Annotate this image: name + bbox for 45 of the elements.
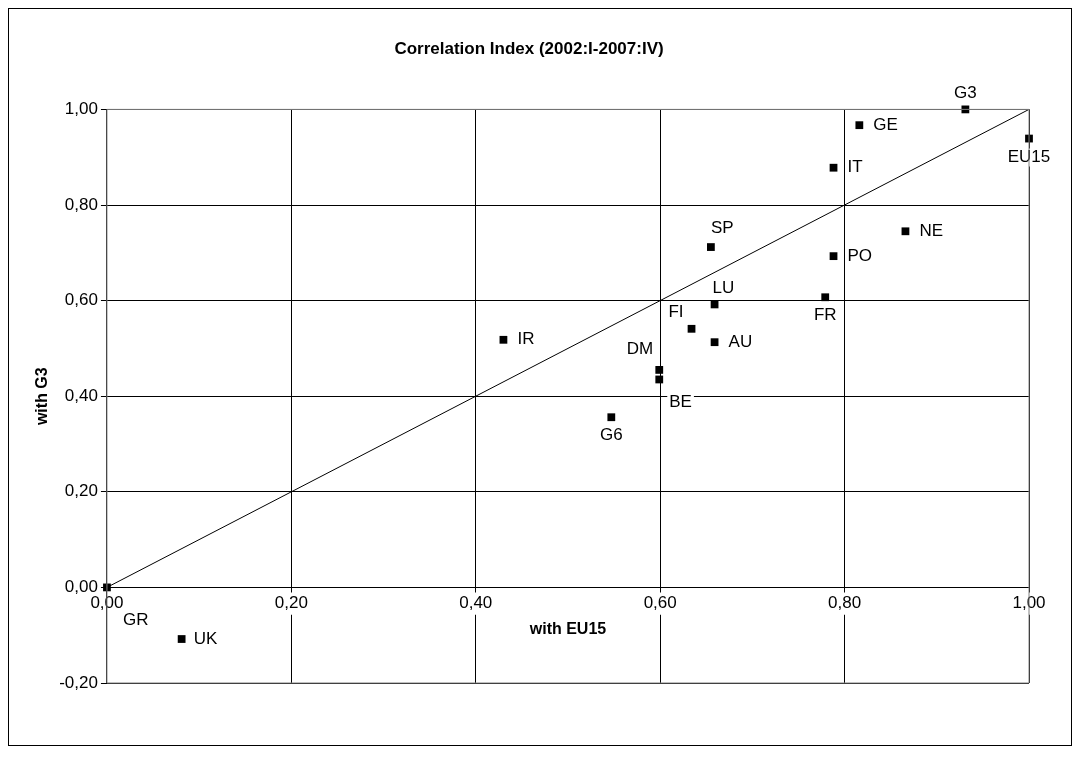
annotation: LU xyxy=(712,277,735,297)
annotation: PO xyxy=(847,245,873,265)
y-tick-label: 0,60 xyxy=(64,290,98,310)
y-tick-label: 0,20 xyxy=(64,481,98,501)
annotation: AU xyxy=(728,331,753,351)
annotation: IR xyxy=(517,329,535,349)
point xyxy=(607,413,616,422)
annotation: NE xyxy=(919,220,944,240)
y-tick-label: -0,20 xyxy=(59,672,98,692)
y-tick-label: 0,80 xyxy=(64,194,98,214)
annotation: BE xyxy=(669,391,692,411)
point xyxy=(855,121,864,130)
annotation: FR xyxy=(813,305,837,325)
annotation: IT xyxy=(847,157,863,177)
annotation: EU15 xyxy=(1007,146,1051,166)
point xyxy=(655,366,664,374)
point xyxy=(829,252,838,261)
point xyxy=(710,338,719,347)
y-tick-label: 0,00 xyxy=(64,577,98,597)
y-axis-title: with G3 xyxy=(33,367,51,427)
x-tick-label: 0,20 xyxy=(274,593,308,613)
point xyxy=(707,243,715,251)
point xyxy=(829,163,838,172)
x-tick-label: 1,00 xyxy=(1012,593,1046,613)
annotation: G6 xyxy=(599,425,623,445)
point xyxy=(655,375,664,384)
point xyxy=(687,324,696,333)
x-tick-label: 0,40 xyxy=(459,593,493,613)
annotation: G3 xyxy=(954,82,977,102)
annotation: FI xyxy=(668,301,684,321)
annotation: SP xyxy=(710,218,734,238)
point xyxy=(821,293,830,302)
point xyxy=(177,635,186,643)
annotation: DM xyxy=(626,339,654,359)
x-tick-label: 0,60 xyxy=(643,593,677,613)
point xyxy=(499,335,508,344)
annotation: GR xyxy=(122,609,149,629)
point xyxy=(901,227,910,236)
annotation: UK xyxy=(193,628,218,648)
y-tick-label: 0,40 xyxy=(64,385,98,405)
y-tick-label: 1,00 xyxy=(64,99,98,119)
x-tick-label: 0,80 xyxy=(828,593,862,613)
x-axis-title: with EU15 xyxy=(528,619,607,637)
annotation: GE xyxy=(873,114,898,134)
chart-title: Correlation Index (2002:I-2007:IV) xyxy=(394,38,664,58)
